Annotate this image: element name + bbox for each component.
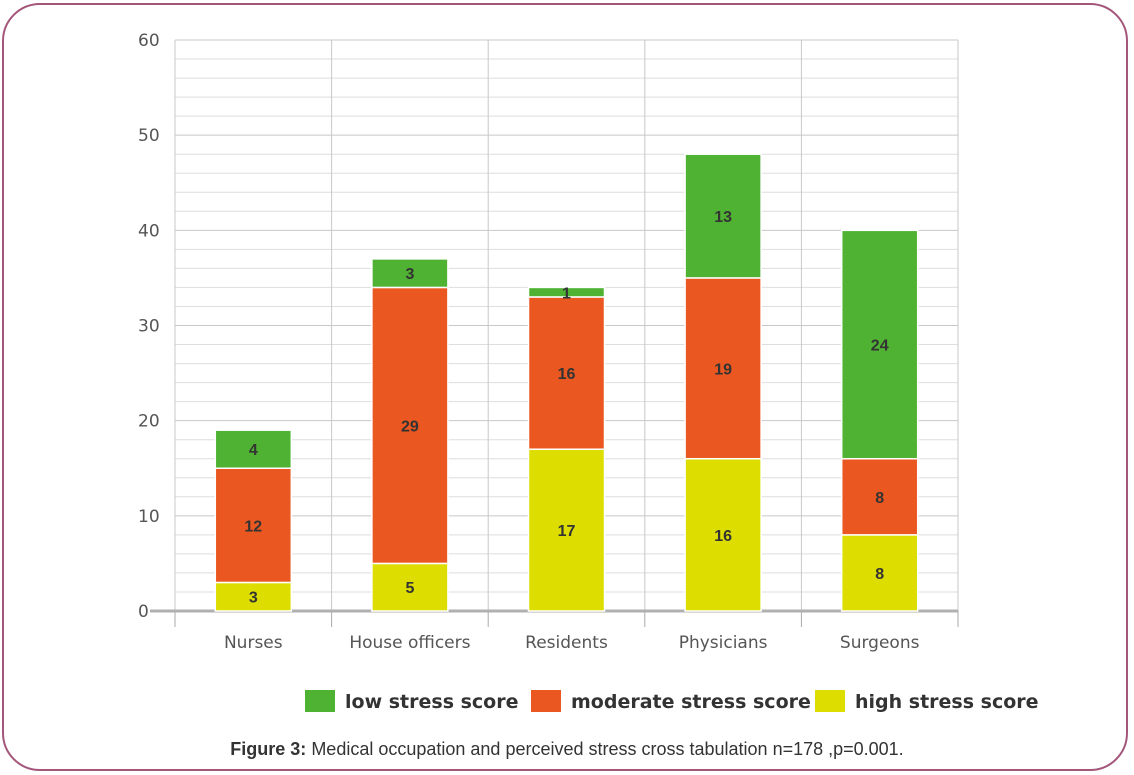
caption-text: Medical occupation and perceived stress … bbox=[306, 739, 904, 759]
legend-swatch bbox=[815, 690, 845, 712]
y-tick-label: 30 bbox=[138, 317, 160, 337]
data-label: 8 bbox=[875, 566, 884, 583]
data-label: 8 bbox=[875, 490, 884, 507]
caption-label: Figure 3: bbox=[230, 739, 307, 759]
y-tick-label: 20 bbox=[138, 412, 160, 432]
y-tick-label: 40 bbox=[138, 221, 160, 241]
legend-label: low stress score bbox=[345, 691, 519, 713]
data-label: 19 bbox=[714, 361, 732, 378]
bar-segment bbox=[214, 581, 293, 612]
bar-segment bbox=[840, 229, 919, 460]
data-label: 3 bbox=[249, 590, 258, 607]
legend-label: high stress score bbox=[855, 691, 1039, 713]
data-label: 4 bbox=[249, 442, 258, 459]
y-tick-label: 60 bbox=[138, 31, 160, 51]
bar-segment bbox=[214, 467, 293, 584]
legend-label: moderate stress score bbox=[571, 691, 811, 713]
data-label: 13 bbox=[714, 209, 732, 226]
x-tick-label: House officers bbox=[349, 633, 470, 653]
data-label: 12 bbox=[244, 518, 262, 535]
y-tick-label: 0 bbox=[138, 602, 149, 622]
bar-segment bbox=[684, 457, 762, 612]
bar-segment bbox=[527, 296, 606, 450]
data-label: 17 bbox=[558, 523, 576, 540]
legend-swatch bbox=[305, 690, 335, 712]
data-label: 1 bbox=[562, 285, 571, 302]
chart-bars bbox=[214, 153, 919, 612]
x-tick-label: Surgeons bbox=[840, 633, 920, 653]
data-label: 5 bbox=[405, 580, 414, 597]
data-label: 16 bbox=[558, 366, 576, 383]
bar-segment bbox=[527, 448, 606, 612]
x-tick-label: Physicians bbox=[679, 633, 768, 653]
figure-frame bbox=[2, 3, 1128, 771]
bar-segment bbox=[527, 286, 606, 298]
data-label: 24 bbox=[871, 338, 889, 355]
bar-segment bbox=[371, 258, 449, 289]
x-tick-label: Nurses bbox=[224, 633, 283, 653]
x-tick-label: Residents bbox=[525, 633, 608, 653]
bar-segment bbox=[840, 534, 919, 612]
bar-segment bbox=[371, 286, 449, 565]
y-tick-label: 10 bbox=[138, 507, 160, 527]
bar-segment bbox=[214, 429, 293, 469]
data-label: 3 bbox=[405, 266, 414, 283]
data-label: 16 bbox=[714, 528, 732, 545]
y-tick-label: 50 bbox=[138, 126, 160, 146]
figure-caption: Figure 3: Medical occupation and perceiv… bbox=[0, 739, 1134, 760]
bar-segment bbox=[371, 562, 449, 612]
chart-legend: low stress score moderate stress score hig… bbox=[305, 690, 1039, 713]
legend-swatch bbox=[531, 690, 561, 712]
bar-segment bbox=[684, 153, 762, 279]
data-label: 29 bbox=[401, 418, 419, 435]
bar-segment bbox=[684, 277, 762, 460]
